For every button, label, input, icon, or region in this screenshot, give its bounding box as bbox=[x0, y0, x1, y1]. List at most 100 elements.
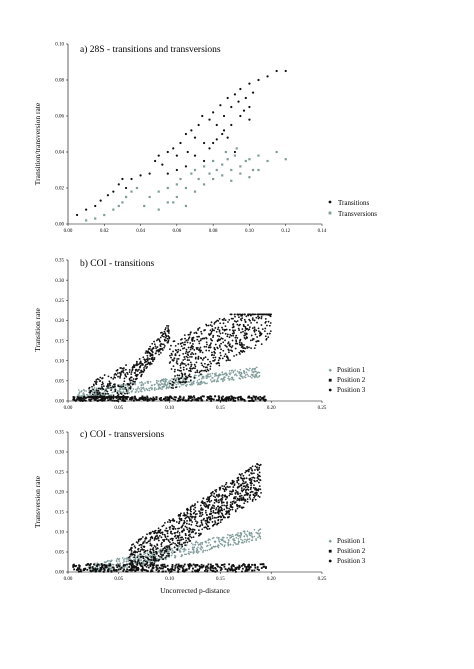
point-position-3 bbox=[155, 339, 158, 342]
point-position-2 bbox=[150, 570, 153, 572]
point-position-3 bbox=[241, 344, 244, 346]
point-position-2 bbox=[160, 567, 163, 570]
point-position-3 bbox=[226, 335, 229, 338]
point-position-3 bbox=[133, 569, 135, 571]
point-position-1 bbox=[150, 384, 154, 387]
point-position-1 bbox=[254, 370, 257, 373]
point-position-3 bbox=[264, 335, 267, 338]
point-position-2 bbox=[255, 395, 258, 398]
point-position-3 bbox=[244, 327, 247, 330]
point-position-3 bbox=[151, 351, 154, 354]
point-position-1 bbox=[155, 381, 158, 384]
point-position-1 bbox=[239, 373, 242, 376]
point-position-2 bbox=[77, 569, 79, 571]
point-position-3 bbox=[155, 347, 158, 350]
point-position-3 bbox=[179, 369, 182, 372]
point-position-3 bbox=[238, 313, 241, 316]
point-position-3 bbox=[124, 386, 127, 389]
point-position-1 bbox=[222, 377, 225, 380]
point-position-2 bbox=[131, 396, 133, 399]
point-transitions bbox=[124, 186, 128, 190]
point-position-2 bbox=[196, 570, 199, 573]
point-position-3 bbox=[209, 346, 212, 349]
point-position-3 bbox=[200, 338, 202, 340]
point-position-2 bbox=[232, 398, 235, 400]
point-transitions bbox=[212, 111, 215, 114]
point-position-3 bbox=[170, 386, 173, 389]
point-position-2 bbox=[194, 398, 197, 401]
point-position-3 bbox=[168, 329, 170, 332]
point-position-3 bbox=[214, 356, 217, 359]
point-position-3 bbox=[129, 387, 132, 390]
point-transversions bbox=[257, 154, 260, 157]
point-position-2 bbox=[210, 565, 213, 568]
point-position-3 bbox=[179, 515, 182, 517]
point-position-1 bbox=[227, 377, 230, 380]
point-position-3 bbox=[197, 355, 200, 358]
point-position-3 bbox=[176, 374, 179, 377]
point-position-3 bbox=[146, 366, 148, 368]
point-position-2 bbox=[126, 398, 128, 400]
point-position-2 bbox=[197, 397, 200, 399]
point-position-3 bbox=[215, 516, 217, 519]
point-position-3 bbox=[145, 565, 148, 568]
point-position-3 bbox=[138, 362, 141, 365]
point-position-1 bbox=[245, 371, 248, 374]
point-position-3 bbox=[146, 556, 149, 559]
point-position-3 bbox=[196, 371, 199, 373]
point-position-3 bbox=[183, 521, 186, 524]
point-position-3 bbox=[189, 361, 192, 364]
point-transitions bbox=[175, 154, 178, 157]
point-position-3 bbox=[240, 342, 243, 344]
point-transversions bbox=[215, 168, 218, 172]
point-position-3 bbox=[231, 493, 233, 496]
point-position-3 bbox=[232, 500, 235, 503]
point-position-2 bbox=[217, 399, 220, 402]
point-position-3 bbox=[219, 332, 222, 335]
point-position-3 bbox=[128, 569, 131, 571]
point-position-1 bbox=[158, 383, 161, 386]
chart-b-xtick-label: 0.05 bbox=[114, 406, 123, 411]
point-position-3 bbox=[227, 357, 229, 360]
point-position-3 bbox=[191, 352, 193, 354]
point-position-3 bbox=[229, 508, 232, 511]
point-position-3 bbox=[151, 353, 154, 356]
point-position-2 bbox=[244, 569, 247, 572]
point-position-3 bbox=[220, 500, 223, 503]
point-position-2 bbox=[195, 563, 198, 566]
point-position-1 bbox=[196, 381, 199, 384]
point-position-3 bbox=[199, 511, 202, 514]
point-position-3 bbox=[121, 367, 124, 370]
point-position-3 bbox=[239, 323, 241, 326]
point-transversions bbox=[157, 208, 160, 211]
point-position-3 bbox=[185, 348, 188, 351]
point-position-3 bbox=[199, 512, 202, 515]
point-position-2 bbox=[183, 563, 186, 566]
point-position-3 bbox=[199, 525, 201, 528]
point-position-1 bbox=[207, 373, 210, 376]
point-position-3 bbox=[198, 335, 200, 338]
point-transversions bbox=[284, 158, 287, 161]
point-position-3 bbox=[176, 362, 179, 365]
point-position-3 bbox=[186, 512, 189, 515]
point-position-1 bbox=[205, 376, 208, 380]
point-position-2 bbox=[198, 565, 201, 568]
point-position-3 bbox=[245, 484, 248, 487]
point-position-2 bbox=[254, 398, 257, 401]
legend-transitions-label: Transitions bbox=[338, 199, 370, 207]
point-position-2 bbox=[189, 563, 191, 566]
point-position-3 bbox=[180, 526, 183, 529]
point-position-3 bbox=[214, 521, 217, 524]
point-position-3 bbox=[143, 367, 145, 369]
point-position-2 bbox=[180, 565, 182, 568]
point-position-2 bbox=[182, 565, 185, 568]
point-transversions bbox=[208, 172, 211, 175]
point-position-3 bbox=[177, 348, 180, 351]
point-position-3 bbox=[217, 508, 220, 511]
point-position-2 bbox=[178, 568, 181, 571]
point-position-1 bbox=[196, 379, 199, 382]
point-transitions bbox=[230, 123, 233, 127]
point-position-3 bbox=[154, 546, 157, 548]
point-transversions bbox=[235, 147, 238, 150]
point-position-1 bbox=[209, 373, 212, 376]
